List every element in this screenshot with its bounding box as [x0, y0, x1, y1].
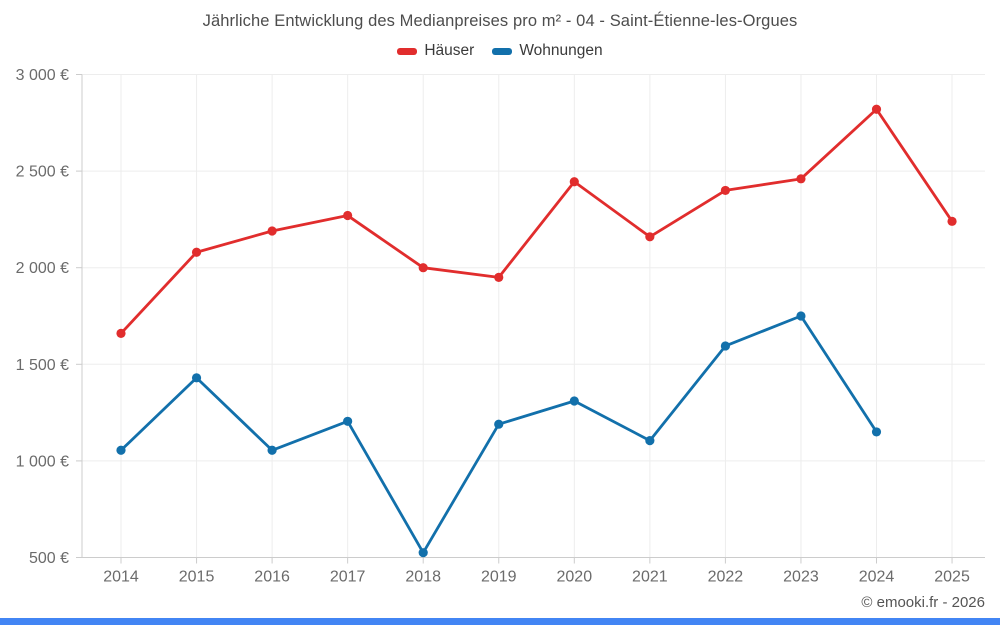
y-axis-tick-label: 1 500 €	[16, 357, 69, 374]
legend-swatch-icon	[397, 47, 418, 55]
x-axis-tick-label: 2019	[481, 569, 517, 586]
x-axis-tick-label: 2023	[783, 569, 819, 586]
x-axis-tick-label: 2014	[103, 569, 139, 586]
series-line-häuser	[119, 107, 954, 335]
data-point-wohnungen-2022[interactable]	[720, 341, 731, 351]
data-point-häuser-2022[interactable]	[720, 185, 731, 196]
data-point-wohnungen-2016[interactable]	[267, 445, 277, 455]
data-point-wohnungen-2019[interactable]	[494, 419, 504, 429]
legend-item-wohnungen[interactable]: Wohnungen	[492, 42, 603, 60]
data-point-häuser-2025[interactable]	[947, 216, 957, 226]
x-axis-tick-label: 2015	[179, 569, 215, 586]
data-point-häuser-2016[interactable]	[267, 226, 277, 236]
data-point-wohnungen-2021[interactable]	[645, 436, 655, 446]
x-axis-tick-label: 2024	[859, 569, 895, 586]
chart-title: Jährliche Entwicklung des Medianpreises …	[202, 12, 798, 30]
legend-swatch-icon	[492, 47, 513, 55]
data-point-häuser-2021[interactable]	[645, 232, 655, 242]
data-point-häuser-2015[interactable]	[191, 247, 202, 257]
y-axis-tick-label: 3 000 €	[16, 67, 69, 84]
data-point-häuser-2014[interactable]	[116, 328, 126, 338]
x-axis-tick-label: 2021	[632, 569, 668, 586]
data-point-häuser-2019[interactable]	[494, 272, 504, 282]
bottom-accent-bar	[0, 618, 1000, 625]
x-axis-tick-label: 2016	[254, 569, 290, 586]
y-axis-tick-label: 500 €	[29, 550, 69, 567]
x-axis-tick-label: 2025	[934, 569, 970, 586]
x-axis-tick-label: 2017	[330, 569, 366, 586]
y-axis-tick-label: 1 000 €	[16, 453, 69, 470]
y-axis-tick-label: 2 000 €	[16, 260, 69, 277]
data-point-häuser-2018[interactable]	[418, 263, 428, 273]
legend-label: Wohnungen	[519, 42, 603, 59]
data-point-häuser-2024[interactable]	[871, 104, 882, 114]
data-point-wohnungen-2024[interactable]	[871, 427, 882, 437]
data-point-wohnungen-2015[interactable]	[191, 373, 202, 383]
data-point-häuser-2020[interactable]	[569, 177, 579, 187]
x-axis-tick-label: 2022	[708, 569, 744, 586]
data-point-häuser-2017[interactable]	[343, 210, 353, 221]
data-point-häuser-2023[interactable]	[796, 174, 806, 184]
data-point-wohnungen-2017[interactable]	[343, 416, 353, 426]
legend-item-häuser[interactable]: Häuser	[397, 42, 474, 60]
chart-legend: Häuser Wohnungen	[0, 42, 1000, 60]
data-point-wohnungen-2014[interactable]	[116, 445, 126, 455]
x-axis-tick-label: 2018	[405, 569, 441, 586]
copyright-watermark: © emooki.fr - 2026	[861, 594, 985, 611]
x-axis-tick-label: 2020	[557, 569, 593, 586]
data-point-wohnungen-2018[interactable]	[418, 548, 428, 558]
y-axis-tick-label: 2 500 €	[16, 164, 69, 181]
data-point-wohnungen-2023[interactable]	[796, 311, 806, 321]
legend-label: Häuser	[424, 42, 475, 59]
data-point-wohnungen-2020[interactable]	[569, 396, 579, 406]
